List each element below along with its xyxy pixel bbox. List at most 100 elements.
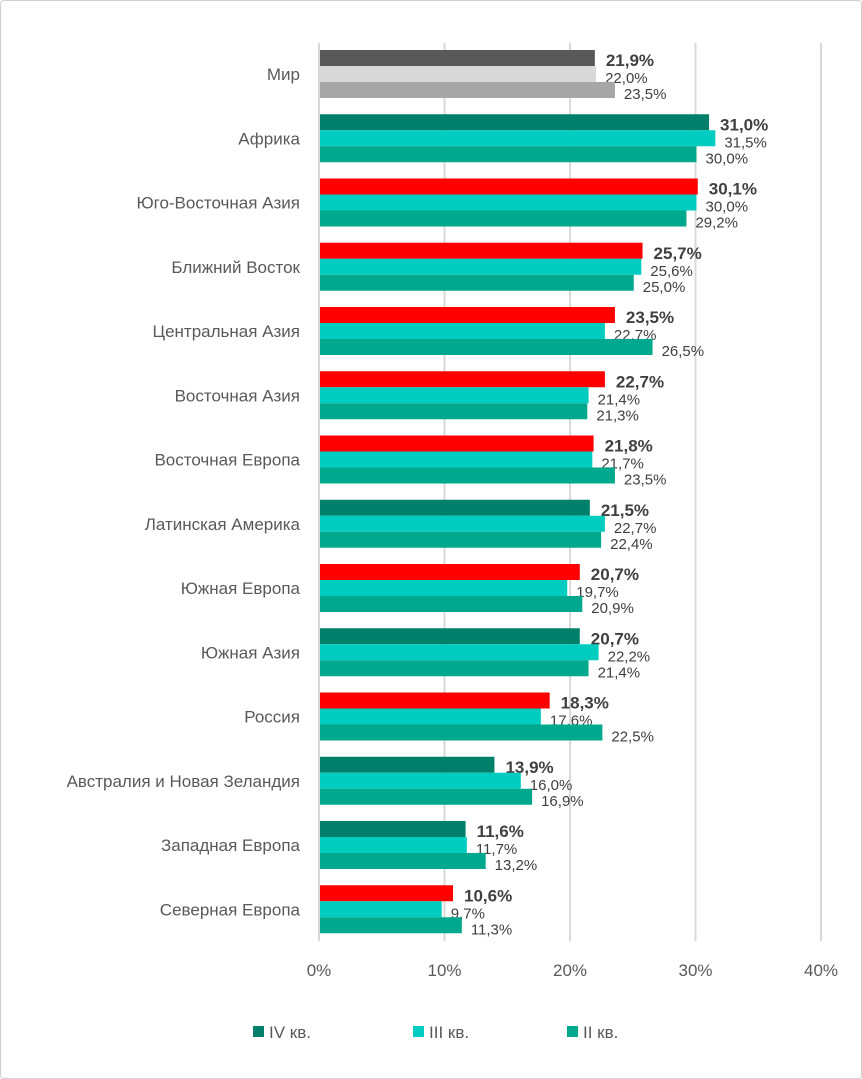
bar	[320, 788, 533, 805]
data-label: 22,2%	[608, 648, 651, 665]
bar	[320, 853, 486, 869]
category-label: Центральная Азия	[153, 322, 301, 341]
data-label: 23,5%	[624, 472, 667, 489]
data-label: 13,2%	[495, 857, 538, 874]
data-label: 22,5%	[611, 729, 654, 746]
bar	[320, 242, 643, 259]
data-label: 26,5%	[662, 343, 705, 360]
bar	[320, 692, 550, 709]
bar	[320, 274, 634, 291]
data-label: 20,9%	[591, 600, 634, 617]
data-label: 31,0%	[720, 115, 768, 134]
bar	[320, 307, 615, 323]
data-label: 22,0%	[605, 70, 648, 87]
bar	[320, 660, 589, 677]
bar	[320, 178, 698, 195]
data-label: 21,9%	[606, 51, 654, 70]
bar	[320, 210, 687, 227]
bar	[320, 114, 710, 131]
data-label: 22,7%	[616, 372, 664, 391]
bar	[320, 708, 541, 725]
bar	[320, 323, 605, 339]
data-label: 25,6%	[650, 263, 693, 280]
category-label: Латинская Америка	[145, 515, 301, 534]
data-label: 30,1%	[709, 180, 757, 199]
bar	[320, 499, 590, 516]
legend-swatch	[253, 1026, 264, 1037]
bar	[320, 821, 466, 837]
data-label: 23,5%	[624, 86, 667, 103]
bar	[320, 756, 495, 773]
x-tick-label: 40%	[804, 961, 838, 980]
legend-label: III кв.	[429, 1023, 469, 1042]
bar	[320, 467, 615, 484]
data-label: 16,9%	[541, 793, 584, 810]
bar	[320, 130, 716, 147]
data-label: 19,7%	[576, 584, 619, 601]
category-label: Мир	[267, 65, 300, 84]
data-label: 11,6%	[477, 822, 524, 841]
data-label: 11,3%	[471, 921, 512, 938]
data-label: 20,7%	[591, 565, 639, 584]
data-label: 21,5%	[601, 501, 649, 520]
category-label: Юго-Восточная Азия	[136, 194, 300, 213]
category-label: Африка	[238, 129, 300, 148]
bar	[320, 451, 593, 468]
data-label: 11,7%	[476, 841, 517, 858]
data-label: 20,7%	[591, 629, 639, 648]
bar	[320, 66, 597, 82]
category-label: Южная Европа	[181, 579, 301, 598]
bar	[320, 772, 521, 789]
category-label: Россия	[244, 708, 300, 727]
bar	[320, 580, 568, 596]
bar	[320, 596, 583, 612]
data-label: 21,8%	[605, 437, 653, 456]
bar	[320, 371, 605, 388]
data-label: 25,0%	[643, 279, 686, 296]
data-label: 23,5%	[626, 308, 674, 327]
data-label: 22,4%	[610, 536, 653, 553]
data-label: 31,5%	[724, 134, 767, 151]
legend-swatch	[567, 1026, 578, 1037]
legend-label: IV кв.	[269, 1023, 311, 1042]
data-label: 13,9%	[505, 758, 553, 777]
bar	[320, 515, 605, 532]
bar	[320, 50, 595, 66]
data-label: 22,7%	[614, 520, 657, 537]
bar	[320, 531, 602, 548]
data-label: 30,0%	[706, 199, 749, 216]
x-tick-label: 0%	[307, 961, 332, 980]
x-tick-label: 20%	[553, 961, 587, 980]
data-label: 29,2%	[695, 215, 738, 232]
category-label: Восточная Европа	[154, 451, 300, 470]
data-label: 21,4%	[598, 664, 641, 681]
data-label: 30,0%	[706, 150, 749, 167]
bar	[320, 435, 594, 452]
data-label: 21,3%	[596, 407, 639, 424]
data-label: 16,0%	[530, 777, 573, 794]
data-label: 18,3%	[561, 694, 609, 713]
x-tick-label: 10%	[427, 961, 461, 980]
bar	[320, 403, 588, 420]
bar	[320, 917, 462, 934]
legend-swatch	[413, 1026, 424, 1037]
bar	[320, 901, 442, 918]
data-label: 10,6%	[464, 886, 512, 905]
legend-label: II кв.	[583, 1023, 618, 1042]
bar	[320, 724, 603, 741]
bar	[320, 82, 615, 98]
bar	[320, 628, 580, 645]
bar	[320, 644, 599, 661]
bar	[320, 258, 642, 275]
bar	[320, 339, 653, 355]
bar	[320, 146, 697, 163]
bar	[320, 885, 454, 902]
bar	[320, 387, 589, 404]
category-label: Восточная Азия	[175, 386, 300, 405]
x-tick-label: 30%	[678, 961, 712, 980]
bar	[320, 837, 467, 853]
category-label: Западная Европа	[161, 836, 301, 855]
data-label: 21,4%	[598, 391, 641, 408]
